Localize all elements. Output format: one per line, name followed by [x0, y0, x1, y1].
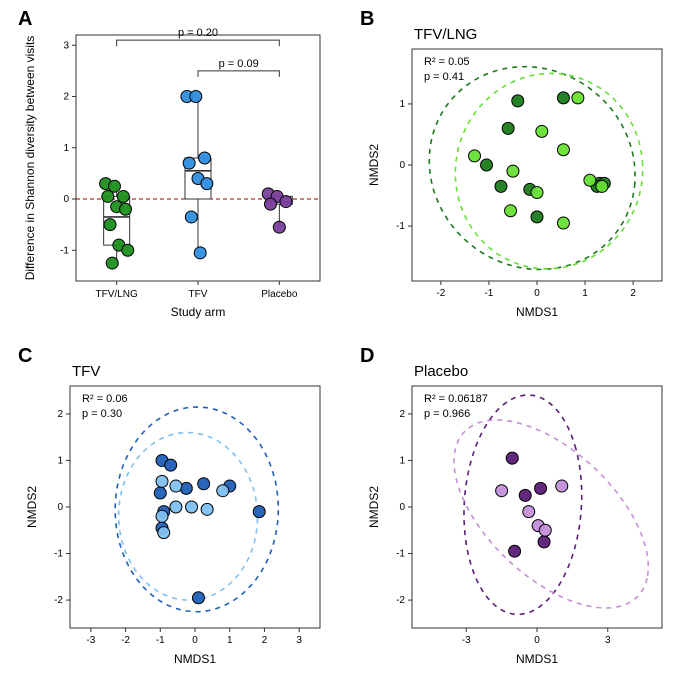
svg-text:-1: -1 — [54, 549, 63, 560]
svg-text:p = 0.30: p = 0.30 — [82, 408, 122, 420]
svg-text:2: 2 — [630, 288, 636, 299]
svg-text:3: 3 — [296, 635, 302, 646]
svg-text:TFV: TFV — [189, 289, 208, 300]
svg-text:p = 0.966: p = 0.966 — [424, 408, 470, 420]
svg-text:-1: -1 — [396, 549, 405, 560]
svg-text:NMDS2: NMDS2 — [367, 486, 381, 528]
svg-text:0: 0 — [534, 635, 540, 646]
svg-text:0: 0 — [63, 194, 69, 205]
panel-c-nmds: TFV -3 -2 -1 0 1 2 3 -2 -1 0 1 2 R² = 0.06 p = 0.30 NMD… — [18, 350, 328, 670]
svg-text:1: 1 — [399, 455, 405, 466]
svg-text:-3: -3 — [462, 635, 471, 646]
svg-text:3: 3 — [605, 635, 611, 646]
panel-b-nmds: TFV/LNG -2 -1 0 1 2 -1 0 1 R² = 0.05 p = 0.41 NMDS1… — [360, 13, 670, 323]
svg-text:-1: -1 — [60, 245, 69, 256]
svg-text:2: 2 — [399, 409, 405, 420]
svg-text:TFV: TFV — [72, 363, 100, 380]
svg-text:-1: -1 — [396, 221, 405, 232]
svg-text:p = 0.20: p = 0.20 — [178, 27, 218, 39]
svg-text:0: 0 — [399, 502, 405, 513]
svg-text:p = 0.41: p = 0.41 — [424, 71, 464, 83]
svg-text:-1: -1 — [156, 635, 165, 646]
svg-text:-1: -1 — [484, 288, 493, 299]
svg-text:TFV/LNG: TFV/LNG — [414, 26, 477, 43]
svg-text:NMDS2: NMDS2 — [367, 144, 381, 186]
svg-text:1: 1 — [227, 635, 233, 646]
svg-text:1: 1 — [399, 99, 405, 110]
svg-text:0: 0 — [534, 288, 540, 299]
svg-text:3: 3 — [63, 40, 69, 51]
svg-text:R² = 0.05: R² = 0.05 — [424, 56, 470, 68]
svg-text:Study arm: Study arm — [171, 305, 226, 319]
svg-text:R² = 0.06: R² = 0.06 — [82, 393, 128, 405]
svg-text:2: 2 — [57, 409, 63, 420]
svg-text:Placebo: Placebo — [414, 363, 468, 380]
panel-a-boxplot: -1 0 1 2 3 TFV/LNG TFV Placebo p = 0.20 p = 0.09 S… — [18, 13, 328, 323]
svg-text:TFV/LNG: TFV/LNG — [96, 289, 138, 300]
svg-text:R² = 0.06187: R² = 0.06187 — [424, 393, 488, 405]
svg-text:-2: -2 — [396, 595, 405, 606]
svg-text:2: 2 — [63, 92, 69, 103]
svg-text:1: 1 — [63, 143, 69, 154]
svg-text:NMDS1: NMDS1 — [516, 652, 558, 666]
svg-text:0: 0 — [192, 635, 198, 646]
svg-text:Difference in Shannon diversit: Difference in Shannon diversity between … — [23, 36, 37, 281]
svg-text:1: 1 — [57, 455, 63, 466]
svg-text:p = 0.09: p = 0.09 — [219, 58, 259, 70]
svg-text:-2: -2 — [436, 288, 445, 299]
svg-text:2: 2 — [262, 635, 268, 646]
svg-text:NMDS1: NMDS1 — [516, 305, 558, 319]
svg-text:-3: -3 — [86, 635, 95, 646]
svg-text:0: 0 — [57, 502, 63, 513]
panel-d-nmds: Placebo -3 0 3 -2 -1 0 1 2 R² = 0.06187 p = 0.966 N… — [360, 350, 670, 670]
svg-text:NMDS1: NMDS1 — [174, 652, 216, 666]
svg-text:0: 0 — [399, 160, 405, 171]
svg-text:NMDS2: NMDS2 — [25, 486, 39, 528]
svg-text:Placebo: Placebo — [261, 289, 298, 300]
svg-text:-2: -2 — [54, 595, 63, 606]
svg-text:-2: -2 — [121, 635, 130, 646]
svg-text:1: 1 — [582, 288, 588, 299]
